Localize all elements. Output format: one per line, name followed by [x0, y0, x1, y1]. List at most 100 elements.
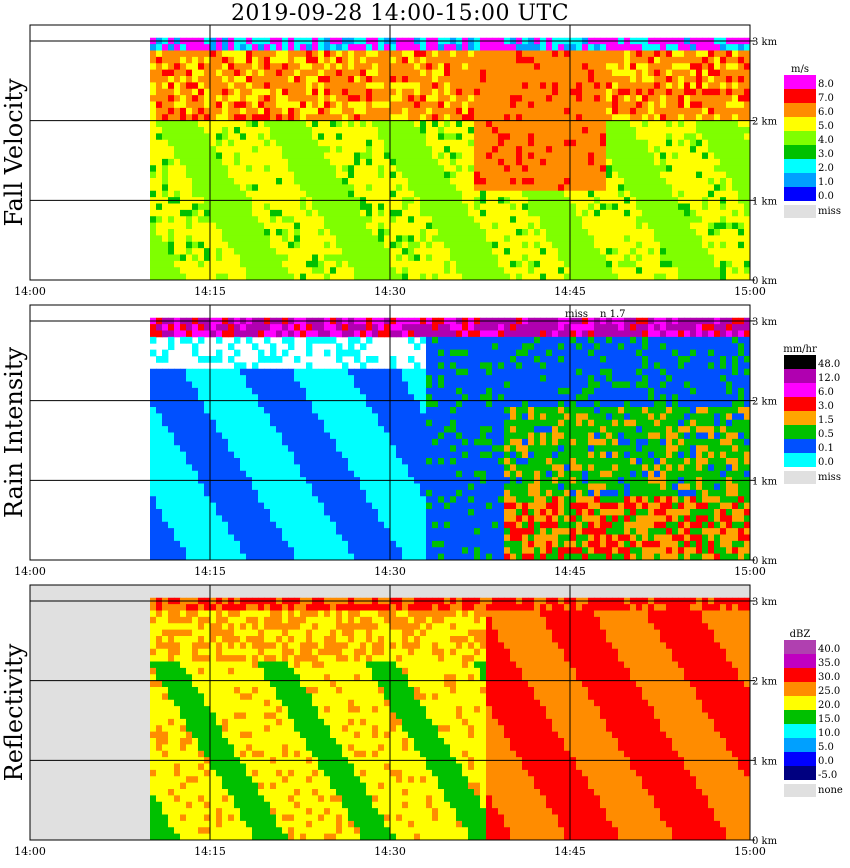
heatmap-cell [354, 178, 361, 185]
heatmap-cell [360, 120, 367, 128]
heatmap-cell [528, 82, 535, 90]
heatmap-cell [522, 158, 529, 166]
heatmap-cell [324, 375, 331, 382]
heatmap-cell [396, 178, 403, 185]
heatmap-cell [648, 44, 655, 51]
heatmap-cell [552, 139, 559, 147]
heatmap-cell [486, 235, 493, 243]
heatmap-cell [426, 63, 433, 71]
heatmap-cell [624, 254, 631, 262]
heatmap-cell [156, 400, 163, 408]
heatmap-cell [408, 190, 415, 198]
heatmap-cell [678, 139, 685, 147]
heatmap-cell [696, 88, 703, 96]
heatmap-cell [282, 260, 289, 268]
heatmap-cell [354, 88, 361, 96]
heatmap-cell [210, 133, 217, 141]
heatmap-cell [240, 114, 247, 122]
heatmap-cell [186, 229, 193, 236]
heatmap-cell [708, 235, 715, 243]
heatmap-cell [648, 69, 655, 77]
heatmap-cell [270, 101, 277, 109]
heatmap-cell [714, 127, 721, 134]
heatmap-cell [276, 330, 283, 338]
heatmap-cell [690, 254, 697, 262]
heatmap-cell [300, 540, 307, 548]
heatmap-cell [330, 260, 337, 268]
heatmap-cell [672, 203, 679, 211]
heatmap-cell [288, 69, 295, 77]
heatmap-cell [492, 203, 499, 211]
heatmap-cell [234, 432, 241, 440]
heatmap-cell [366, 63, 373, 71]
heatmap-cell [300, 209, 307, 217]
heatmap-cell [624, 101, 631, 109]
heatmap-cell [390, 178, 397, 185]
heatmap-cell [360, 222, 367, 230]
heatmap-cell [222, 127, 229, 134]
heatmap-cell [300, 458, 307, 465]
heatmap-cell [276, 553, 283, 561]
heatmap-cell [528, 133, 535, 141]
heatmap-cell [282, 95, 289, 102]
heatmap-cell [156, 426, 163, 433]
heatmap-cell [306, 216, 313, 224]
heatmap-cell [720, 222, 727, 230]
heatmap-cell [576, 127, 583, 134]
heatmap-cell [204, 387, 211, 395]
heatmap-cell [540, 165, 547, 173]
heatmap-cell [342, 426, 349, 433]
heatmap-cell [630, 222, 637, 230]
heatmap-cell [174, 368, 181, 376]
heatmap-cell [300, 470, 307, 478]
heatmap-cell [324, 349, 331, 357]
heatmap-cell [186, 381, 193, 389]
heatmap-cell [684, 267, 691, 275]
heatmap-cell [468, 178, 475, 185]
heatmap-cell [420, 44, 427, 51]
heatmap-cell [660, 248, 667, 255]
heatmap-cell [660, 241, 667, 249]
heatmap-cell [156, 152, 163, 160]
heatmap-cell [150, 451, 157, 459]
heatmap-cell [402, 95, 409, 102]
heatmap-cell [306, 82, 313, 90]
heatmap-cell [732, 229, 739, 236]
heatmap-cell [684, 127, 691, 134]
heatmap-cell [192, 267, 199, 275]
heatmap-cell [294, 165, 301, 173]
heatmap-cell [318, 171, 325, 179]
heatmap-cell [426, 146, 433, 153]
heatmap-cell [570, 248, 577, 255]
heatmap-cell [426, 76, 433, 83]
heatmap-cell [312, 375, 319, 382]
heatmap-cell [198, 82, 205, 90]
heatmap-cell [372, 107, 379, 115]
heatmap-cell [396, 139, 403, 147]
heatmap-cell [168, 394, 175, 402]
heatmap-cell [252, 158, 259, 166]
heatmap-cell [192, 502, 199, 510]
heatmap-cell [444, 241, 451, 249]
heatmap-cell [690, 229, 697, 236]
heatmap-cell [582, 82, 589, 90]
heatmap-cell [600, 267, 607, 275]
heatmap-cell [696, 171, 703, 179]
heatmap-cell [342, 229, 349, 236]
heatmap-cell [198, 248, 205, 255]
heatmap-cell [360, 82, 367, 90]
heatmap-cell [402, 273, 409, 281]
heatmap-cell [552, 254, 559, 262]
heatmap-cell [192, 470, 199, 478]
heatmap-cell [366, 152, 373, 160]
heatmap-cell [492, 101, 499, 109]
heatmap-cell [714, 50, 721, 58]
heatmap-cell [366, 95, 373, 102]
heatmap-cell [252, 419, 259, 427]
heatmap-cell [168, 496, 175, 504]
heatmap-cell [366, 273, 373, 281]
heatmap-cell [318, 336, 325, 344]
heatmap-cell [222, 470, 229, 478]
heatmap-cell [630, 146, 637, 153]
heatmap-cell [630, 260, 637, 268]
